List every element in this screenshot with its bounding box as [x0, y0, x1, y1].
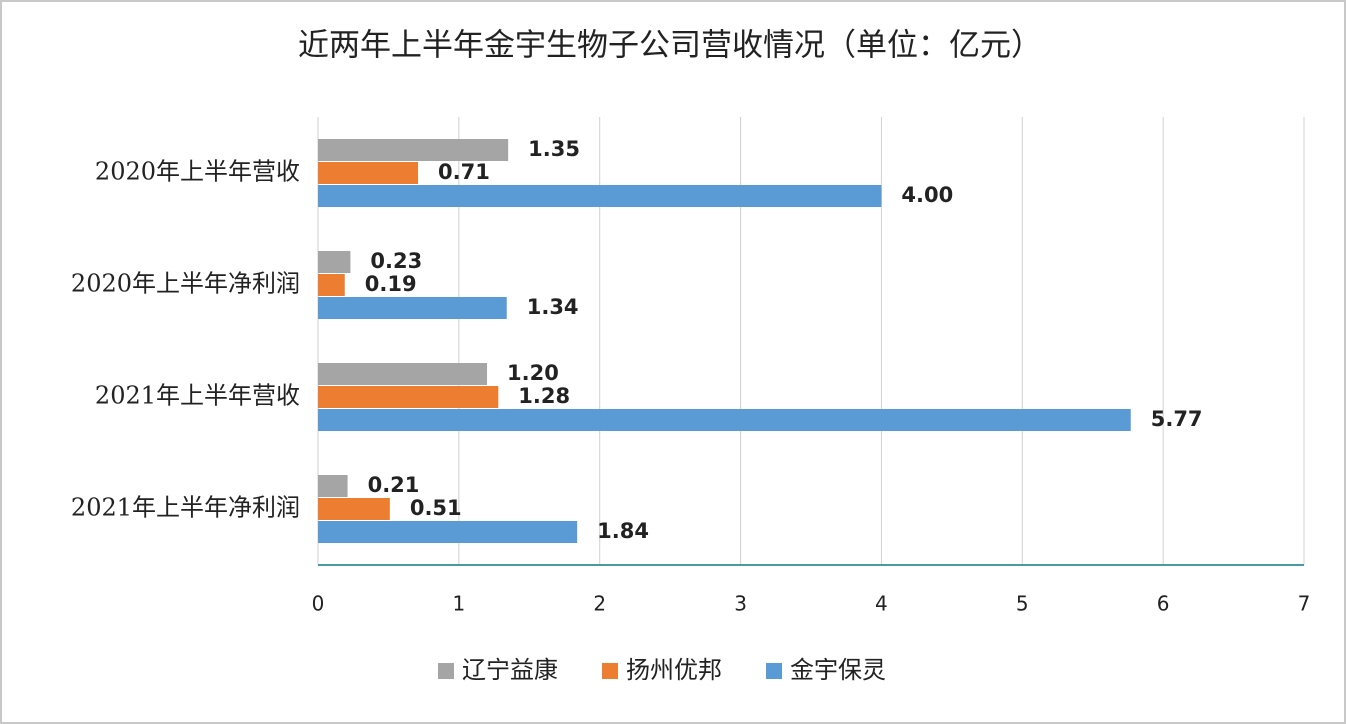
legend-label: 扬州优邦 [626, 656, 722, 684]
data-label: 1.28 [518, 384, 570, 408]
x-tick-label: 7 [1298, 592, 1311, 616]
legend-swatch [438, 663, 454, 679]
legend-label: 金宇保灵 [790, 656, 886, 684]
legend-swatch [766, 663, 782, 679]
x-tick-label: 4 [875, 592, 888, 616]
y-tick-label: 2021年上半年营收 [95, 382, 300, 410]
data-label: 1.20 [507, 361, 559, 385]
bar [318, 521, 578, 543]
legend-swatch [602, 663, 618, 679]
data-label: 1.35 [528, 137, 580, 161]
data-label: 0.21 [368, 473, 420, 497]
bar [318, 363, 488, 385]
bar [318, 185, 882, 207]
x-tick-label: 6 [1157, 592, 1170, 616]
data-label: 1.84 [597, 519, 649, 543]
y-tick-label: 2020年上半年净利润 [71, 270, 300, 298]
x-tick-label: 2 [593, 592, 606, 616]
bar [318, 297, 507, 319]
bar [318, 251, 351, 273]
data-label: 0.23 [370, 249, 422, 273]
x-tick-label: 0 [312, 592, 325, 616]
data-label: 4.00 [901, 183, 953, 207]
data-label: 0.71 [438, 160, 490, 184]
data-label: 0.51 [410, 496, 462, 520]
x-tick-label: 1 [452, 592, 465, 616]
bar [318, 139, 509, 161]
y-tick-label: 2021年上半年净利润 [71, 494, 300, 522]
chart-title: 近两年上半年金宇生物子公司营收情况（单位：亿元） [298, 28, 1042, 64]
bar [318, 386, 499, 408]
bar [318, 475, 348, 497]
bar [318, 274, 345, 296]
y-tick-label: 2020年上半年营收 [95, 158, 300, 186]
legend-label: 辽宁益康 [462, 656, 558, 684]
data-label: 1.34 [527, 295, 579, 319]
bar [318, 498, 390, 520]
x-tick-label: 5 [1016, 592, 1029, 616]
data-label: 0.19 [365, 272, 417, 296]
data-label: 5.77 [1151, 407, 1203, 431]
x-tick-label: 3 [734, 592, 747, 616]
bar [318, 162, 419, 184]
bar [318, 409, 1131, 431]
